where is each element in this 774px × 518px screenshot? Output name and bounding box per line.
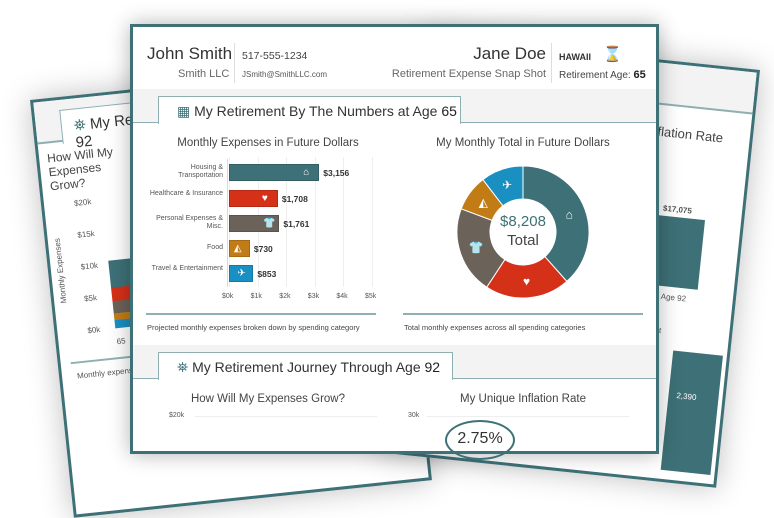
y-axis-line <box>227 159 228 287</box>
tab-retirement-journey[interactable]: ⛯ My Retirement Journey Through Age 92 <box>158 352 453 380</box>
y-axis-label: Monthly Expenses <box>52 237 69 304</box>
value: 2,390 <box>676 391 697 403</box>
header: John Smith Smith LLC 517-555-1234 JSmith… <box>133 27 656 89</box>
bar-label: Age 92 <box>660 291 687 304</box>
x-tick: $1k <box>250 293 262 300</box>
plane-icon: ✈ <box>237 268 246 279</box>
gridline <box>195 416 377 417</box>
gridline <box>286 157 288 287</box>
tick: $5k <box>83 293 98 304</box>
bar-value: $17,075 <box>662 203 693 216</box>
state: HAWAII <box>559 52 592 62</box>
bar <box>229 190 278 207</box>
bar-label: Travel & Entertainment <box>151 265 223 272</box>
x-tick: $2k <box>279 293 291 300</box>
hourglass-icon: ⌛ <box>603 46 622 63</box>
bar-value: $1,708 <box>281 194 308 204</box>
donut-chart-title: My Monthly Total in Future Dollars <box>436 137 610 149</box>
bar <box>229 164 320 181</box>
retirement-age: Retirement Age: 65 <box>559 69 646 81</box>
report-page: John Smith Smith LLC 517-555-1234 JSmith… <box>130 24 659 460</box>
shirt-icon: 👕 <box>263 218 276 229</box>
divider <box>146 313 376 315</box>
home-icon: ⌂ <box>303 167 310 178</box>
tick: $0k <box>86 324 101 336</box>
tick: 30k <box>408 412 420 419</box>
bar-label: Housing & Transportation <box>178 164 223 179</box>
calculator-icon: ▦ <box>177 103 191 119</box>
retirement-age-label: Retirement Age: <box>559 70 631 81</box>
tab-label: My Retirement By The Numbers at Age <box>194 103 438 119</box>
bar <box>229 215 280 232</box>
gridline <box>343 157 345 287</box>
bar-value: $3,156 <box>323 168 350 178</box>
bar <box>229 265 254 282</box>
bar-value: $730 <box>253 244 273 254</box>
tick: $20k <box>73 197 92 208</box>
bar-label: Food <box>207 244 223 251</box>
report-title: Retirement Expense Snap Shot <box>391 68 546 80</box>
donut-total: $8,208 <box>500 213 546 230</box>
x-tick: $5k <box>365 293 377 300</box>
gridline <box>372 157 373 287</box>
x-tick: $3k <box>307 293 320 300</box>
home-icon: ⌂ <box>566 207 573 221</box>
divider <box>551 43 552 83</box>
donut-caption: Total monthly expenses across all spendi… <box>404 323 586 332</box>
advisor-email[interactable]: JSmith@SmithLLC.com <box>242 70 328 79</box>
gridline <box>427 416 629 417</box>
advisor-company: Smith LLC <box>178 68 230 80</box>
map-pin-icon: ⛯ <box>177 359 189 375</box>
shirt-icon: 👕 <box>468 240 483 254</box>
retirement-age-value: 65 <box>633 69 646 81</box>
plane-icon: ✈ <box>502 178 512 192</box>
x-tick: $0k <box>222 293 234 300</box>
expenses-grow-title: How Will My Expenses Grow? <box>190 393 345 405</box>
client-name: Jane Doe <box>473 44 546 63</box>
divider <box>234 43 235 83</box>
pizza-icon: ◭ <box>233 243 242 254</box>
tab-label: My Retirement Journey Through Age <box>192 359 421 375</box>
tick: $20k <box>169 412 185 419</box>
bar <box>229 240 250 257</box>
advisor-phone: 517-555-1234 <box>242 50 308 62</box>
tab-age: 92 <box>424 359 441 375</box>
chart-title: How Will My Expenses Grow? <box>46 144 114 194</box>
advisor-name: John Smith <box>147 44 233 63</box>
map-pin-icon: ⛯ <box>73 116 87 135</box>
gridline <box>314 157 316 287</box>
tab-retirement-numbers[interactable]: ▦ My Retirement By The Numbers at Age 65 <box>158 96 461 124</box>
tick: $10k <box>80 260 99 272</box>
bar-chart-title: Monthly Expenses in Future Dollars <box>177 137 359 149</box>
inflation-rate-badge: 2.75% <box>445 420 515 460</box>
bar-label: Healthcare & Insurance <box>149 190 223 197</box>
donut-slice <box>482 165 524 207</box>
heart-pulse-icon: ♥ <box>523 274 530 288</box>
divider <box>403 313 643 315</box>
donut-total-label: Total <box>507 232 539 249</box>
bar-label: Personal Expenses & Misc. <box>156 215 223 230</box>
pizza-icon: ◭ <box>479 196 489 210</box>
tab-age: 65 <box>441 103 457 119</box>
inflation-rate-title: My Unique Inflation Rate <box>460 393 586 405</box>
donut-slice <box>522 165 590 283</box>
x-tick: 65 <box>116 336 127 347</box>
heart-pulse-icon: ♥ <box>261 193 268 204</box>
donut-chart: ⌂ ♥ 👕 ◭ ✈ <box>456 165 590 299</box>
x-tick: $4k <box>336 293 348 300</box>
bar-value: $853 <box>257 269 277 279</box>
panel <box>660 350 723 476</box>
bar-chart-caption: Projected monthly expenses broken down b… <box>147 323 360 332</box>
tick: $15k <box>76 228 96 240</box>
bar-value: $1,761 <box>283 219 310 229</box>
